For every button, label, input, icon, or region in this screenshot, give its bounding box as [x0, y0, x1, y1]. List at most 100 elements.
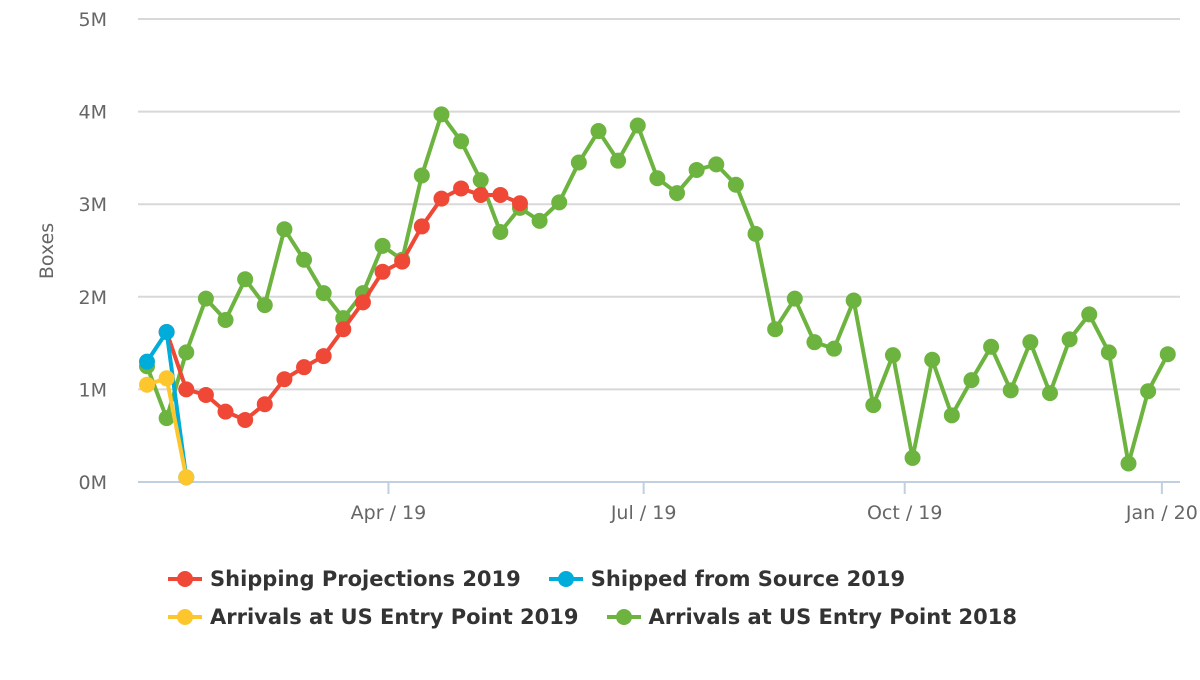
data-point-arrivals-at-us-entry-point-2019 [158, 370, 175, 387]
data-point-arrivals-at-us-entry-point-2018 [296, 251, 313, 268]
data-point-shipping-projections-2019 [178, 381, 195, 398]
data-point-arrivals-at-us-entry-point-2018 [374, 237, 391, 254]
data-point-shipping-projections-2019 [453, 180, 470, 197]
data-point-shipping-projections-2019 [472, 186, 489, 203]
data-point-arrivals-at-us-entry-point-2018 [708, 156, 725, 173]
data-point-arrivals-at-us-entry-point-2018 [1041, 385, 1058, 402]
data-point-arrivals-at-us-entry-point-2018 [256, 297, 273, 314]
data-point-arrivals-at-us-entry-point-2018 [590, 123, 607, 140]
legend-label: Shipped from Source 2019 [590, 567, 906, 591]
data-point-arrivals-at-us-entry-point-2018 [669, 185, 686, 202]
data-point-arrivals-at-us-entry-point-2018 [747, 225, 764, 242]
data-point-shipping-projections-2019 [394, 253, 411, 270]
data-point-arrivals-at-us-entry-point-2018 [767, 321, 784, 338]
data-point-arrivals-at-us-entry-point-2018 [1022, 334, 1039, 351]
y-tick-label: 0M [79, 472, 107, 494]
data-point-shipping-projections-2019 [433, 190, 450, 207]
data-point-arrivals-at-us-entry-point-2018 [727, 176, 744, 193]
data-point-arrivals-at-us-entry-point-2018 [1081, 306, 1098, 323]
data-point-shipping-projections-2019 [296, 359, 313, 376]
y-tick-label: 1M [79, 379, 107, 401]
data-point-arrivals-at-us-entry-point-2018 [492, 223, 509, 240]
data-point-shipped-from-source-2019 [158, 323, 175, 340]
data-point-arrivals-at-us-entry-point-2018 [570, 154, 587, 171]
data-point-arrivals-at-us-entry-point-2018 [531, 212, 548, 229]
data-point-shipping-projections-2019 [256, 396, 273, 413]
data-point-arrivals-at-us-entry-point-2018 [1159, 346, 1176, 363]
line-chart: 0M 1M 2M 3M 4M 5M Apr / 19 Jul / 19 Oct / 19 Jan … [36, 9, 1198, 524]
legend-marker-icon [548, 571, 583, 587]
data-point-arrivals-at-us-entry-point-2018 [865, 397, 882, 414]
legend-item-shipping-projections-2019[interactable]: Shipping Projections 2019 [168, 567, 521, 591]
data-point-arrivals-at-us-entry-point-2018 [983, 338, 1000, 355]
data-point-arrivals-at-us-entry-point-2018 [845, 292, 862, 309]
data-point-arrivals-at-us-entry-point-2018 [924, 351, 941, 368]
data-point-arrivals-at-us-entry-point-2018 [943, 407, 960, 424]
data-point-shipping-projections-2019 [374, 263, 391, 280]
data-point-arrivals-at-us-entry-point-2018 [629, 117, 646, 134]
legend-label: Arrivals at US Entry Point 2018 [648, 605, 1018, 629]
legend-row: Shipping Projections 2019 Shipped from S… [0, 560, 1200, 598]
data-point-arrivals-at-us-entry-point-2018 [649, 170, 666, 187]
y-axis-label: Boxes [36, 223, 58, 279]
legend: Shipping Projections 2019 Shipped from S… [0, 560, 1200, 636]
data-point-arrivals-at-us-entry-point-2018 [826, 340, 843, 357]
data-point-arrivals-at-us-entry-point-2018 [197, 290, 214, 307]
y-tick-label: 5M [79, 9, 107, 31]
data-point-shipping-projections-2019 [276, 371, 293, 388]
data-point-arrivals-at-us-entry-point-2018 [178, 344, 195, 361]
data-point-arrivals-at-us-entry-point-2018 [433, 106, 450, 123]
data-point-arrivals-at-us-entry-point-2018 [1120, 455, 1137, 472]
series-line-arrivals-at-us-entry-point-2018 [145, 112, 1170, 466]
data-point-arrivals-at-us-entry-point-2018 [688, 161, 705, 178]
data-point-arrivals-at-us-entry-point-2018 [237, 271, 254, 288]
data-point-arrivals-at-us-entry-point-2019 [139, 376, 155, 393]
data-point-arrivals-at-us-entry-point-2018 [551, 194, 568, 211]
x-tick-label: Oct / 19 [867, 502, 943, 524]
data-point-shipping-projections-2019 [197, 386, 214, 403]
data-point-arrivals-at-us-entry-point-2018 [413, 167, 430, 184]
data-point-arrivals-at-us-entry-point-2019 [178, 469, 195, 486]
y-tick-label: 3M [79, 194, 107, 216]
x-tick-label: Jul / 19 [610, 502, 677, 524]
legend-marker-icon [168, 609, 202, 625]
legend-item-shipped-from-source-2019[interactable]: Shipped from Source 2019 [548, 567, 906, 591]
data-point-arrivals-at-us-entry-point-2018 [1140, 383, 1157, 400]
data-point-arrivals-at-us-entry-point-2018 [472, 172, 489, 189]
data-point-arrivals-at-us-entry-point-2018 [453, 133, 470, 150]
legend-row: Arrivals at US Entry Point 2019 Arrivals… [0, 598, 1200, 636]
data-point-arrivals-at-us-entry-point-2018 [276, 221, 293, 238]
data-point-arrivals-at-us-entry-point-2018 [1061, 331, 1078, 348]
data-point-shipping-projections-2019 [217, 403, 234, 420]
legend-label: Shipping Projections 2019 [210, 567, 521, 591]
data-point-arrivals-at-us-entry-point-2018 [315, 285, 332, 302]
data-point-shipped-from-source-2019 [139, 353, 155, 370]
data-point-arrivals-at-us-entry-point-2018 [1100, 344, 1117, 361]
data-point-arrivals-at-us-entry-point-2018 [963, 372, 980, 389]
x-tick-label: Apr / 19 [351, 502, 427, 524]
data-point-arrivals-at-us-entry-point-2018 [610, 152, 627, 169]
x-tick-label: Jan / 20 [1125, 502, 1198, 524]
series-line-shipping-projections-2019 [164, 186, 521, 422]
data-point-arrivals-at-us-entry-point-2018 [884, 347, 901, 364]
data-point-shipping-projections-2019 [315, 348, 332, 365]
data-point-arrivals-at-us-entry-point-2018 [217, 311, 234, 328]
data-point-arrivals-at-us-entry-point-2018 [786, 290, 803, 307]
data-point-shipping-projections-2019 [492, 186, 509, 203]
legend-item-arrivals-2019[interactable]: Arrivals at US Entry Point 2019 [168, 605, 579, 629]
data-point-arrivals-at-us-entry-point-2018 [1002, 382, 1019, 399]
data-point-shipping-projections-2019 [237, 411, 254, 428]
data-point-shipping-projections-2019 [511, 195, 528, 212]
legend-marker-icon [606, 609, 641, 625]
legend-marker-icon [168, 571, 202, 587]
data-point-shipping-projections-2019 [335, 321, 352, 338]
y-tick-label: 4M [79, 102, 107, 124]
data-point-shipping-projections-2019 [354, 294, 371, 311]
data-point-arrivals-at-us-entry-point-2018 [158, 410, 175, 427]
data-point-arrivals-at-us-entry-point-2018 [806, 334, 823, 351]
data-point-shipping-projections-2019 [413, 218, 430, 235]
y-tick-label: 2M [79, 287, 107, 309]
legend-label: Arrivals at US Entry Point 2019 [210, 605, 579, 629]
data-point-arrivals-at-us-entry-point-2018 [904, 449, 921, 466]
legend-item-arrivals-2018[interactable]: Arrivals at US Entry Point 2018 [606, 605, 1018, 629]
